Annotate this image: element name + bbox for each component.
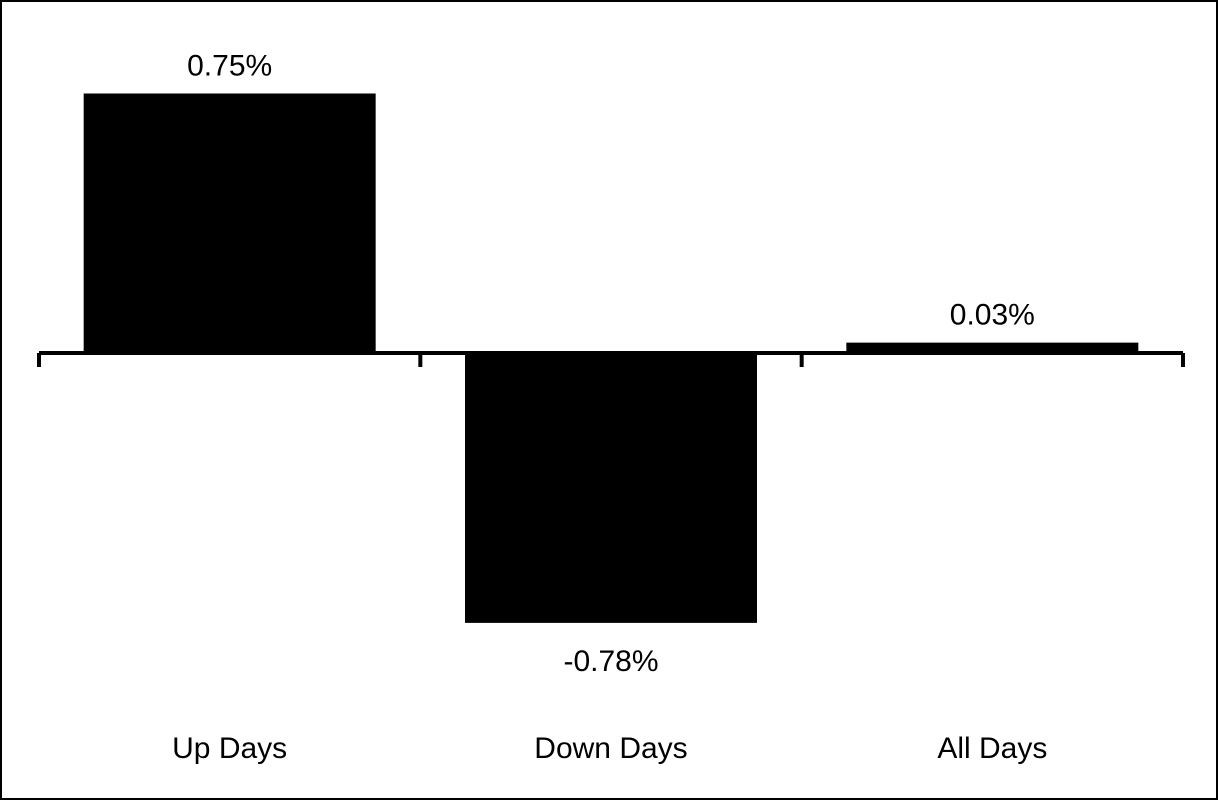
category-label: All Days	[937, 732, 1047, 765]
category-label: Up Days	[172, 732, 287, 765]
category-label: Down Days	[534, 732, 687, 765]
x-axis	[37, 351, 1185, 367]
data-label: 0.75%	[187, 50, 272, 83]
bar-down-days	[465, 353, 757, 623]
category-labels-layer: Up Days Down Days All Days	[172, 732, 1047, 765]
data-label: 0.03%	[950, 299, 1035, 332]
bar-up-days	[83, 93, 376, 353]
data-label: -0.78%	[563, 645, 658, 678]
data-labels-layer: 0.75% -0.78% 0.03%	[187, 50, 1035, 678]
bar-all-days	[846, 342, 1139, 353]
bars-layer	[83, 93, 1139, 623]
